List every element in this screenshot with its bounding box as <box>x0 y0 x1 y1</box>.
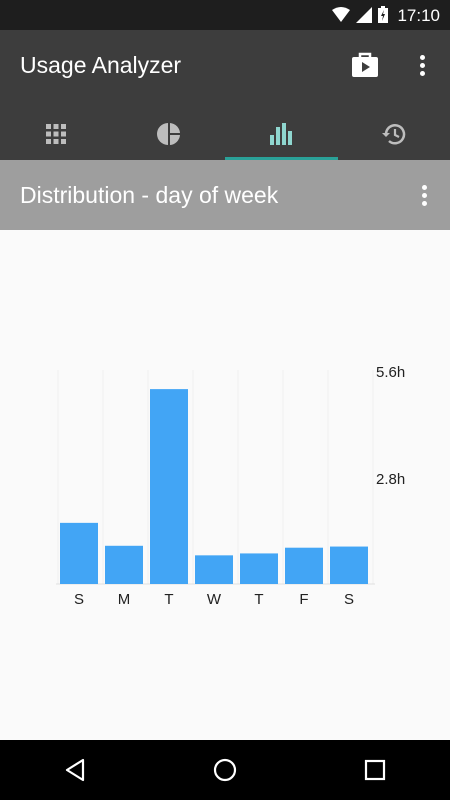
tab-bar-chart[interactable] <box>225 108 338 160</box>
status-icons <box>332 6 388 23</box>
app-title: Usage Analyzer <box>20 52 182 78</box>
grid-icon <box>46 124 67 144</box>
back-button[interactable] <box>50 745 100 795</box>
overflow-menu-button[interactable] <box>407 50 437 80</box>
x-tick-label: W <box>207 591 222 608</box>
tab-grid[interactable] <box>0 108 113 160</box>
wifi-icon <box>332 6 350 22</box>
more-vert-icon <box>421 182 427 209</box>
history-icon <box>381 124 405 145</box>
navigation-bar <box>0 740 450 800</box>
store-button[interactable] <box>350 50 380 80</box>
x-tick-label: T <box>254 591 263 608</box>
app-bar: Usage Analyzer <box>0 30 450 160</box>
section-menu-button[interactable] <box>414 180 434 210</box>
status-bar: 17:10 <box>0 0 450 30</box>
bar-chart-icon <box>270 123 293 145</box>
x-tick-label: M <box>118 591 131 608</box>
chart-area: S M T W T F S 2.8h 5.6h <box>0 230 450 740</box>
tab-history[interactable] <box>338 108 450 160</box>
status-time: 17:10 <box>397 6 440 25</box>
x-tick-label: S <box>344 591 354 608</box>
y-tick-label: 2.8h <box>376 471 405 488</box>
x-tick-label: F <box>299 591 308 608</box>
section-title: Distribution - day of week <box>20 182 279 208</box>
bar-4 <box>240 553 278 584</box>
section-header: Distribution - day of week <box>0 160 450 230</box>
tab-pie-chart[interactable] <box>113 108 226 160</box>
y-tick-label: 5.6h <box>376 364 405 381</box>
back-icon <box>65 758 85 782</box>
recents-icon <box>364 759 386 781</box>
day-of-week-chart: S M T W T F S 2.8h 5.6h <box>56 364 405 608</box>
play-store-icon <box>352 52 378 77</box>
battery-icon <box>378 6 388 23</box>
bar-2 <box>150 389 188 584</box>
x-tick-label: T <box>164 591 173 608</box>
bar-0 <box>60 522 98 584</box>
pie-chart-icon <box>156 123 180 145</box>
tab-bar <box>0 108 450 160</box>
bar-5 <box>285 547 323 584</box>
bar-6 <box>330 546 368 584</box>
more-vert-icon <box>419 52 425 79</box>
home-icon <box>213 758 237 782</box>
home-button[interactable] <box>200 745 250 795</box>
signal-icon <box>356 6 372 23</box>
bar-3 <box>195 555 233 584</box>
bar-1 <box>105 545 143 584</box>
x-tick-label: S <box>74 591 84 608</box>
recents-button[interactable] <box>350 745 400 795</box>
